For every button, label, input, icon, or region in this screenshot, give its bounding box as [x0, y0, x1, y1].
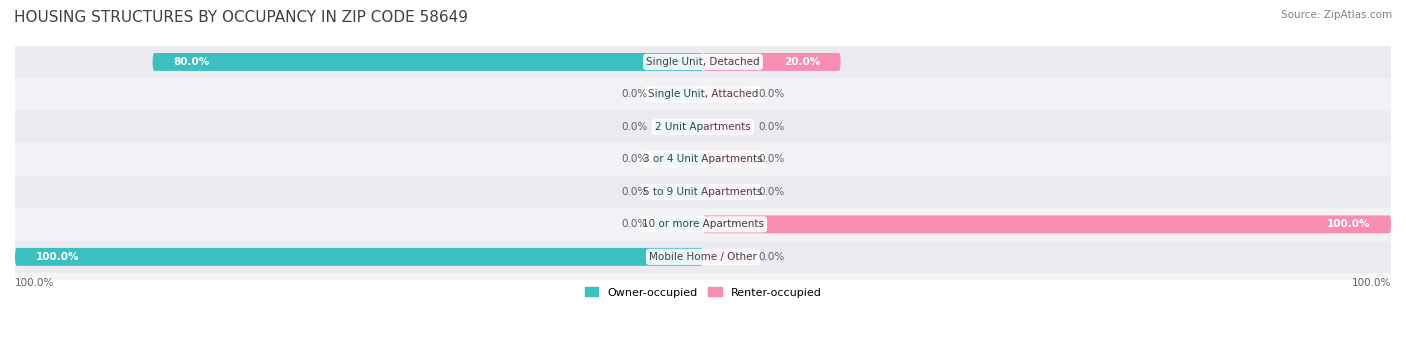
Text: 0.0%: 0.0%: [758, 154, 785, 164]
FancyBboxPatch shape: [15, 46, 1391, 78]
Text: HOUSING STRUCTURES BY OCCUPANCY IN ZIP CODE 58649: HOUSING STRUCTURES BY OCCUPANCY IN ZIP C…: [14, 10, 468, 25]
Text: 3 or 4 Unit Apartments: 3 or 4 Unit Apartments: [643, 154, 763, 164]
Text: 0.0%: 0.0%: [758, 187, 785, 197]
Text: Single Unit, Attached: Single Unit, Attached: [648, 89, 758, 100]
Text: 20.0%: 20.0%: [783, 57, 820, 67]
Text: Single Unit, Detached: Single Unit, Detached: [647, 57, 759, 67]
Text: 0.0%: 0.0%: [621, 187, 648, 197]
FancyBboxPatch shape: [703, 53, 841, 71]
FancyBboxPatch shape: [703, 120, 751, 134]
FancyBboxPatch shape: [655, 153, 703, 166]
Text: 0.0%: 0.0%: [758, 252, 785, 262]
Text: 100.0%: 100.0%: [1351, 278, 1391, 288]
FancyBboxPatch shape: [655, 218, 703, 231]
Text: 100.0%: 100.0%: [1327, 219, 1371, 229]
FancyBboxPatch shape: [703, 250, 751, 264]
Text: Mobile Home / Other: Mobile Home / Other: [650, 252, 756, 262]
FancyBboxPatch shape: [15, 208, 1391, 241]
Text: 0.0%: 0.0%: [621, 122, 648, 132]
FancyBboxPatch shape: [703, 153, 751, 166]
FancyBboxPatch shape: [655, 120, 703, 134]
Text: 0.0%: 0.0%: [758, 89, 785, 100]
Text: 5 to 9 Unit Apartments: 5 to 9 Unit Apartments: [644, 187, 762, 197]
Text: 100.0%: 100.0%: [15, 278, 55, 288]
FancyBboxPatch shape: [703, 185, 751, 198]
Text: Source: ZipAtlas.com: Source: ZipAtlas.com: [1281, 10, 1392, 20]
Text: 0.0%: 0.0%: [621, 154, 648, 164]
FancyBboxPatch shape: [15, 176, 1391, 208]
FancyBboxPatch shape: [15, 248, 703, 266]
Legend: Owner-occupied, Renter-occupied: Owner-occupied, Renter-occupied: [581, 283, 825, 302]
Text: 2 Unit Apartments: 2 Unit Apartments: [655, 122, 751, 132]
Text: 0.0%: 0.0%: [758, 122, 785, 132]
FancyBboxPatch shape: [655, 88, 703, 101]
FancyBboxPatch shape: [15, 111, 1391, 143]
FancyBboxPatch shape: [703, 216, 1391, 233]
Text: 100.0%: 100.0%: [35, 252, 79, 262]
Text: 80.0%: 80.0%: [173, 57, 209, 67]
FancyBboxPatch shape: [15, 78, 1391, 111]
Text: 10 or more Apartments: 10 or more Apartments: [643, 219, 763, 229]
FancyBboxPatch shape: [15, 143, 1391, 176]
FancyBboxPatch shape: [15, 241, 1391, 273]
FancyBboxPatch shape: [655, 185, 703, 198]
FancyBboxPatch shape: [153, 53, 703, 71]
Text: 0.0%: 0.0%: [621, 219, 648, 229]
FancyBboxPatch shape: [703, 88, 751, 101]
Text: 0.0%: 0.0%: [621, 89, 648, 100]
